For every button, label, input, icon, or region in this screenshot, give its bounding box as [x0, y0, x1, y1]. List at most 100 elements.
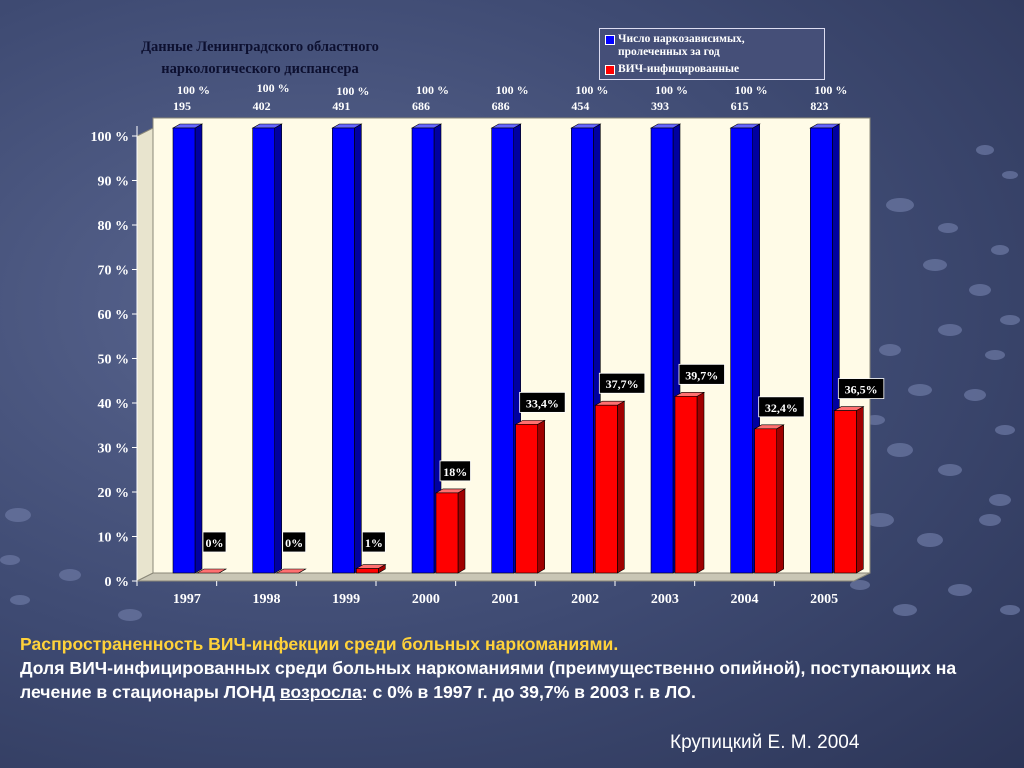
y-tick-label: 90 %	[98, 175, 130, 190]
hiv-value-label: 36,5%	[837, 378, 885, 399]
bar-chart: 0 % 10 % 20 % 30 % 40 % 50 % 60 % 70 % 80 % 90 % 1…	[98, 81, 885, 607]
background-dot	[886, 198, 914, 212]
bar-front	[435, 492, 459, 574]
y-tick-label: 0 %	[105, 575, 130, 590]
background-dot	[59, 569, 81, 581]
background-dot	[938, 464, 962, 476]
background-dot	[948, 584, 972, 596]
bar-patients-1997	[171, 123, 204, 574]
bar-side	[274, 123, 282, 574]
bar-front	[411, 127, 435, 574]
bar-top	[195, 568, 228, 574]
x-tick-label: 2005	[810, 592, 838, 607]
top-percent-label: 100 %	[177, 83, 210, 97]
background-dot	[995, 425, 1015, 435]
hiv-label-box	[678, 363, 725, 385]
y-tick-label: 50 %	[98, 353, 130, 368]
top-percent-label: 100 %	[416, 83, 449, 97]
x-tick-label: 1997	[173, 592, 201, 607]
patient-count-label: 454	[571, 99, 589, 113]
legend-label-hiv: ВИЧ-инфицированные	[618, 63, 740, 75]
chart-title: Данные Ленинградского областного нарколо…	[141, 39, 379, 77]
bar-side	[856, 406, 864, 574]
y-tick-label: 20 %	[98, 486, 130, 501]
y-tick-label: 40 %	[98, 397, 130, 412]
hiv-label-box	[519, 391, 566, 413]
caption-line-2-underlined: возросла	[279, 682, 362, 702]
bar-patients-2000	[410, 123, 443, 574]
background-dot	[976, 145, 994, 155]
bar-side	[354, 123, 362, 574]
background-dot	[964, 389, 986, 401]
patient-count-label: 195	[173, 99, 191, 113]
hiv-label-box	[202, 531, 227, 553]
patient-count-label: 686	[492, 99, 510, 113]
bar-front	[650, 127, 674, 574]
bar-hiv-1998	[275, 568, 307, 574]
y-tick-label: 70 %	[98, 264, 130, 279]
patient-count-label: 615	[731, 99, 749, 113]
bar-hiv-2001	[514, 419, 546, 574]
hiv-label-box	[758, 396, 805, 418]
background-dot	[866, 513, 894, 527]
bar-hiv-2002	[594, 400, 626, 574]
background-dot	[908, 384, 932, 396]
slide-caption: Распространенность ВИЧ-инфекции среди бо…	[20, 632, 1015, 704]
bar-front	[571, 127, 594, 574]
background-dot	[1000, 605, 1020, 615]
top-percent-label: 100 %	[655, 83, 688, 97]
bar-front	[172, 127, 196, 574]
y-tick-label: 80 %	[98, 219, 130, 234]
bar-front	[356, 568, 379, 574]
background-dot	[118, 609, 142, 621]
hiv-label-text: 1%	[365, 536, 383, 550]
bar-hiv-1999	[355, 564, 387, 574]
hiv-label-text: 37,7%	[606, 377, 639, 391]
hiv-value-label: 18%	[439, 460, 471, 482]
bar-hiv-2000	[434, 488, 467, 574]
hiv-value-label: 32,4%	[758, 396, 805, 418]
bar-side	[696, 391, 705, 574]
background-dot	[0, 555, 20, 565]
bar-front	[834, 410, 857, 574]
hiv-label-text: 36,5%	[845, 383, 878, 397]
x-tick-label: 2000	[412, 592, 440, 607]
bar-side	[537, 419, 545, 574]
legend-swatch-red	[605, 65, 615, 75]
background-dot	[5, 508, 31, 522]
hiv-label-box	[598, 372, 646, 394]
hiv-label-text: 32,4%	[765, 401, 798, 415]
top-percent-label: 100 %	[257, 81, 290, 95]
bar-front	[730, 127, 753, 574]
bar-front	[674, 396, 698, 574]
top-percent-label: 100 %	[735, 83, 768, 97]
hiv-value-label: 1%	[361, 531, 386, 553]
x-tick-label: 2001	[492, 592, 520, 607]
hiv-label-text: 0%	[285, 536, 303, 550]
x-tick-label: 1999	[332, 592, 360, 607]
x-tick-label: 1998	[253, 592, 281, 607]
hiv-value-label: 39,7%	[678, 363, 725, 385]
top-percent-label: 100 %	[336, 84, 369, 98]
bar-patients-1998	[251, 123, 283, 574]
bar-front	[252, 127, 275, 574]
patient-count-label: 491	[332, 99, 350, 113]
bar-side	[776, 424, 784, 574]
hiv-label-box	[837, 378, 885, 399]
background-dot	[985, 350, 1005, 360]
patient-count-label: 686	[412, 99, 430, 113]
caption-line-1: Распространенность ВИЧ-инфекции среди бо…	[20, 634, 619, 654]
hiv-label-text: 0%	[206, 536, 224, 550]
x-tick-label: 2004	[731, 592, 759, 607]
background-dot	[887, 443, 913, 457]
bar-side	[194, 123, 203, 574]
top-percent-label: 100 %	[496, 83, 529, 97]
hiv-value-label: 37,7%	[598, 372, 646, 394]
bar-hiv-2003	[673, 391, 706, 574]
patient-count-label: 402	[253, 99, 271, 113]
background-dot	[917, 533, 943, 547]
hiv-value-label: 0%	[282, 531, 307, 553]
bar-patients-1999	[331, 123, 363, 574]
hiv-label-box	[439, 460, 471, 482]
